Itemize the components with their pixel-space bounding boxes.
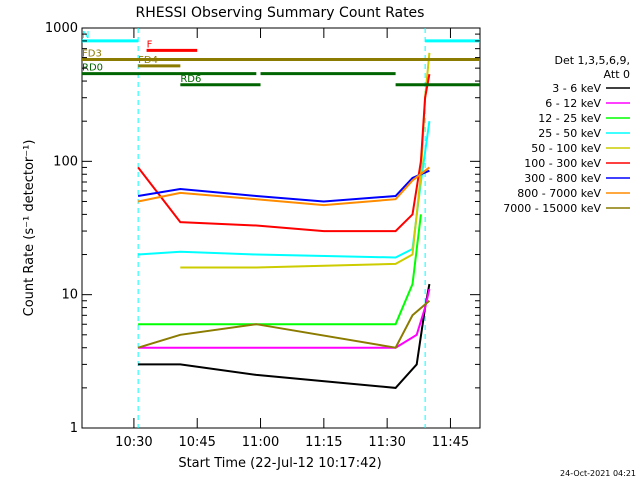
legend-label: 300 - 800 keV	[524, 172, 601, 185]
legend-label: 50 - 100 keV	[531, 142, 601, 155]
legend-label: 6 - 12 keV	[545, 97, 601, 110]
x-tick-label: 11:45	[432, 435, 469, 450]
state-bar-label: RD0	[82, 63, 103, 74]
series-line	[137, 169, 430, 203]
x-axis-label: Start Time (22-Jul-12 10:17:42)	[178, 456, 381, 471]
series-line	[137, 166, 431, 207]
y-axis: 1 10 100 1000	[45, 21, 480, 436]
y-tick-label: 1	[70, 421, 78, 436]
state-bar-label: N	[82, 30, 89, 41]
y-axis-label: Count Rate (s⁻¹ detector⁻¹)	[22, 140, 37, 317]
legend-label: 100 - 300 keV	[524, 157, 601, 170]
timestamp-label: 24-Oct-2021 04:21	[560, 469, 636, 478]
legend-label: 3 - 6 keV	[552, 82, 601, 95]
legend-label: 12 - 25 keV	[538, 112, 601, 125]
legend-header: Det 1,3,5,6,9,	[554, 54, 630, 67]
series-line	[138, 283, 431, 389]
x-tick-label: 11:15	[305, 435, 342, 450]
legend-label: 800 - 7000 keV	[517, 187, 601, 200]
chart-title: RHESSI Observing Summary Count Rates	[136, 5, 425, 21]
x-tick-label: 10:30	[115, 435, 152, 450]
series-line	[137, 300, 431, 349]
x-tick-label: 11:00	[242, 435, 279, 450]
plot-area: N F FD3 FD4 RD0 RD6	[82, 28, 480, 428]
legend-label: 25 - 50 keV	[538, 127, 601, 140]
legend-header: Att 0	[604, 68, 630, 81]
series-line	[138, 288, 431, 349]
state-bar-label: FD3	[82, 49, 102, 60]
y-tick-label: 1000	[45, 21, 78, 36]
legend-label: 7000 - 15000 keV	[503, 202, 601, 215]
state-bar-label: F	[147, 39, 153, 50]
state-bar-label: FD4	[138, 55, 158, 66]
series-line	[137, 74, 431, 233]
y-tick-label: 10	[61, 288, 78, 303]
x-axis: 10:30 10:45 11:00 11:15 11:30 11:45	[115, 28, 469, 450]
x-tick-label: 10:45	[178, 435, 215, 450]
state-bar-label: RD6	[180, 74, 201, 85]
legend: Det 1,3,5,6,9,Att 03 - 6 keV 6 - 12 keV 12…	[503, 54, 630, 215]
plot-frame	[81, 27, 481, 429]
series-line	[138, 214, 422, 326]
x-tick-label: 11:30	[368, 435, 405, 450]
y-tick-label: 100	[53, 154, 78, 169]
